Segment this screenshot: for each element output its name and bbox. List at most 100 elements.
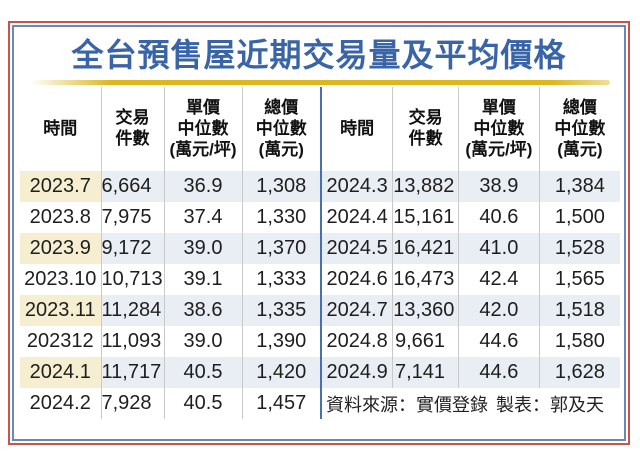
header-row: 時間 交易 件數 單價 中位數 (萬元/坪) 總價 中位數 (萬元): [20, 87, 320, 172]
table-row: 2023.8 7,975 37.4 1,330: [20, 202, 320, 234]
table-cell: 13,882: [392, 171, 459, 203]
table-row: 2024.5 16,421 41.0 1,528: [321, 233, 620, 265]
table-cell: 11,284: [100, 295, 164, 327]
table-cell: 2024.5: [321, 233, 393, 265]
credit-label: 製表：郭及天: [496, 394, 604, 415]
gold-divider-bar: [30, 80, 610, 86]
red-outer-frame: 全台預售屋近期交易量及平均價格 時間 交易 件數 單價 中位數 (萬元/坪) 總…: [8, 21, 630, 445]
col-header-unit-price: 單價 中位數 (萬元/坪): [458, 87, 540, 172]
table-cell: 1,390: [241, 326, 320, 358]
table-row: 2024.9 7,141 44.6 1,628: [321, 357, 620, 389]
source-row: 資料來源：實價登錄 製表：郭及天: [321, 388, 620, 420]
table-row: 2023.10 10,713 39.1 1,333: [20, 264, 320, 296]
table-cell: 1,330: [241, 202, 320, 234]
table-cell: 7,141: [392, 357, 459, 389]
table-cell: 42.0: [458, 295, 540, 327]
right-table-footer: 資料來源：實價登錄 製表：郭及天: [321, 388, 620, 420]
header-row: 時間 交易 件數 單價 中位數 (萬元/坪) 總價 中位數 (萬元): [321, 87, 620, 172]
table-row: 2024.3 13,882 38.9 1,384: [321, 171, 620, 203]
table-cell: 2023.8: [29, 206, 91, 229]
table-cell: 1,518: [538, 295, 620, 327]
table-cell: 39.0: [163, 233, 242, 265]
table-cell: 40.6: [458, 202, 540, 234]
source-cell: 資料來源：實價登錄 製表：郭及天: [321, 388, 620, 420]
table-cell: 9,172: [100, 233, 164, 265]
table-cell: 1,528: [538, 233, 620, 265]
table-cell: 38.6: [163, 295, 242, 327]
table-cell: 39.1: [163, 264, 242, 296]
table-cell: 2024.1: [20, 357, 101, 389]
table-cell: 2023.10: [24, 268, 97, 291]
table-row: 2024.4 15,161 40.6 1,500: [321, 202, 620, 234]
table-cell: 1,308: [241, 171, 320, 203]
table-row: 2024.2 7,928 40.5 1,457: [20, 388, 320, 420]
table-cell: 39.0: [163, 326, 242, 358]
table-cell: 1,420: [241, 357, 320, 389]
table-row: 2024.1 11,717 40.5 1,420: [20, 357, 320, 389]
table-row: 2024.8 9,661 44.6 1,580: [321, 326, 620, 358]
table-cell: 1,370: [241, 233, 320, 265]
table-cell: 41.0: [458, 233, 540, 265]
left-table-body: 2023.7 6,664 36.9 1,308 2023.8 7,975 37.4 1,330…: [20, 171, 320, 420]
table-cell: 1,628: [538, 357, 620, 389]
blue-inner-frame: 全台預售屋近期交易量及平均價格 時間 交易 件數 單價 中位數 (萬元/坪) 總…: [12, 25, 626, 441]
right-table: 時間 交易 件數 單價 中位數 (萬元/坪) 總價 中位數 (萬元) 2024.…: [320, 87, 620, 420]
table-cell: 9,661: [392, 326, 459, 358]
table-row: 2024.7 13,360 42.0 1,518: [321, 295, 620, 327]
table-cell: 2024.7: [321, 295, 393, 327]
col-header-transactions: 交易 件數: [100, 87, 164, 172]
table-cell: 6,664: [100, 171, 164, 203]
table-cell: 11,717: [100, 357, 164, 389]
table-cell: 2024.8: [326, 330, 388, 353]
left-table-header: 時間 交易 件數 單價 中位數 (萬元/坪) 總價 中位數 (萬元): [20, 87, 320, 172]
table-cell: 2023.11: [20, 295, 101, 327]
table-cell: 2024.2: [29, 392, 91, 415]
table-cell: 44.6: [458, 326, 540, 358]
col-header-total-price: 總價 中位數 (萬元): [538, 87, 620, 172]
table-cell: 10,713: [100, 264, 164, 296]
table-cell: 44.6: [458, 357, 540, 389]
tables-container: 時間 交易 件數 單價 中位數 (萬元/坪) 總價 中位數 (萬元) 2023.…: [20, 87, 620, 420]
table-cell: 1,384: [538, 171, 620, 203]
table-cell: 2023.7: [20, 171, 101, 203]
data-source-label: 資料來源：實價登錄: [326, 394, 488, 415]
table-cell: 2024.9: [321, 357, 393, 389]
table-cell: 40.5: [163, 357, 242, 389]
table-cell: 16,473: [392, 264, 459, 296]
col-header-time: 時間: [43, 118, 78, 138]
table-cell: 15,161: [392, 202, 459, 234]
table-cell: 2024.6: [326, 268, 388, 291]
table-row: 2024.6 16,473 42.4 1,565: [321, 264, 620, 296]
table-cell: 7,975: [100, 202, 164, 234]
table-cell: 1,335: [241, 295, 320, 327]
table-row: 2023.9 9,172 39.0 1,370: [20, 233, 320, 265]
table-cell: 7,928: [100, 388, 164, 420]
table-cell: 1,565: [538, 264, 620, 296]
table-cell: 202312: [26, 330, 94, 353]
table-cell: 16,421: [392, 233, 459, 265]
col-header-time: 時間: [340, 118, 375, 138]
right-table-body: 2024.3 13,882 38.9 1,384 2024.4 15,161 40.6 1,5…: [321, 171, 620, 389]
table-cell: 42.4: [458, 264, 540, 296]
left-table: 時間 交易 件數 單價 中位數 (萬元/坪) 總價 中位數 (萬元) 2023.…: [20, 87, 320, 420]
table-cell: 40.5: [163, 388, 242, 420]
table-cell: 36.9: [163, 171, 242, 203]
table-cell: 1,333: [241, 264, 320, 296]
table-cell: 2023.9: [20, 233, 101, 265]
col-header-total-price: 總價 中位數 (萬元): [241, 87, 320, 172]
right-table-header: 時間 交易 件數 單價 中位數 (萬元/坪) 總價 中位數 (萬元): [321, 87, 620, 172]
table-row: 202312 11,093 39.0 1,390: [20, 326, 320, 358]
table-cell: 1,457: [241, 388, 320, 420]
table-cell: 11,093: [100, 326, 164, 358]
table-cell: 2024.3: [321, 171, 393, 203]
table-cell: 1,500: [538, 202, 620, 234]
table-row: 2023.7 6,664 36.9 1,308: [20, 171, 320, 203]
table-cell: 1,580: [538, 326, 620, 358]
page-title: 全台預售屋近期交易量及平均價格: [71, 37, 567, 73]
col-header-unit-price: 單價 中位數 (萬元/坪): [163, 87, 242, 172]
table-cell: 38.9: [458, 171, 540, 203]
source-credit-wrap: 資料來源：實價登錄 製表：郭及天: [322, 391, 620, 417]
col-header-transactions: 交易 件數: [392, 87, 459, 172]
table-cell: 37.4: [163, 202, 242, 234]
